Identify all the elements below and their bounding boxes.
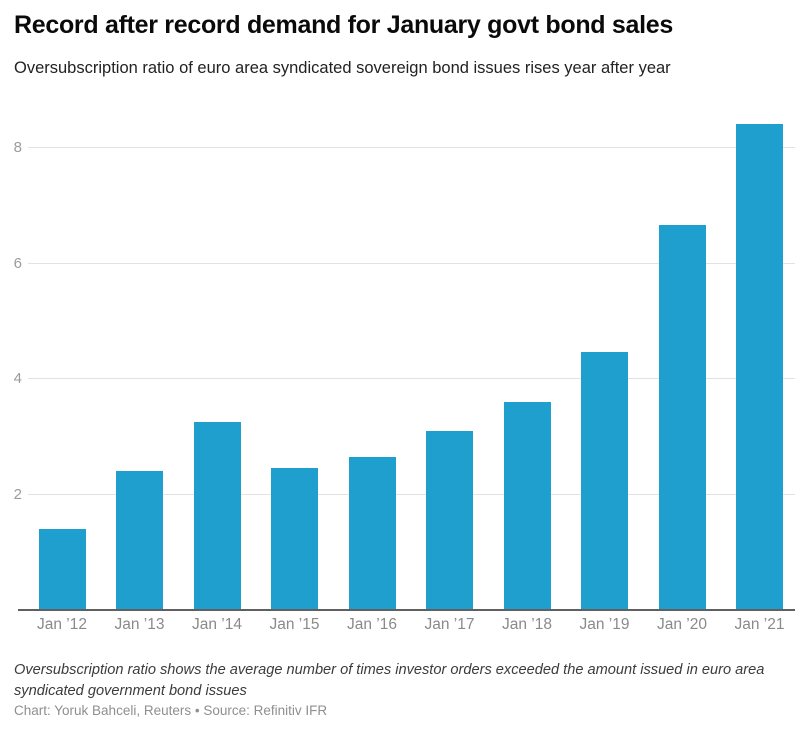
footnote: Oversubscription ratio shows the average… — [14, 662, 765, 699]
bar-jan-14 — [193, 421, 241, 610]
bar-jan-16 — [348, 456, 396, 610]
x-tick-label-jan-19: Jan ’19 — [579, 616, 630, 633]
bar-jan-18 — [503, 401, 551, 610]
y-tick-label-6: 6 — [13, 254, 22, 272]
gridline-2 — [28, 494, 795, 496]
y-tick-label-4: 4 — [13, 370, 22, 388]
bar-jan-17 — [426, 430, 473, 610]
x-tick-label-jan-18: Jan ’18 — [502, 616, 552, 633]
y-tick-label-2: 2 — [13, 486, 22, 504]
y-tick-label-8: 8 — [13, 138, 22, 156]
bar-jan-15 — [271, 468, 318, 610]
x-tick-label-jan-14: Jan ’14 — [192, 616, 242, 633]
x-tick-label-jan-21: Jan ’21 — [734, 616, 785, 633]
x-tick-label-jan-13: Jan ’13 — [114, 616, 165, 633]
chart-title: Record after record demand for January g… — [14, 11, 673, 39]
bar-jan-21 — [736, 123, 783, 610]
x-axis-line — [18, 609, 795, 611]
x-tick-label-jan-17: Jan ’17 — [424, 616, 475, 633]
x-tick-label-jan-16: Jan ’16 — [347, 616, 397, 633]
gridline-4 — [28, 378, 795, 380]
bar-jan-13 — [116, 471, 163, 610]
credit-line: Chart: Yoruk Bahceli, Reuters • Source: … — [14, 703, 328, 718]
gridline-6 — [28, 262, 795, 264]
chart-subtitle: Oversubscription ratio of euro area synd… — [14, 59, 671, 77]
bar-jan-20 — [658, 224, 706, 610]
x-tick-label-jan-15: Jan ’15 — [269, 616, 320, 633]
gridline-8 — [28, 146, 795, 148]
x-tick-label-jan-20: Jan ’20 — [657, 616, 707, 633]
bar-jan-12 — [38, 528, 86, 610]
bar-jan-19 — [581, 352, 628, 610]
x-tick-label-jan-12: Jan ’12 — [37, 616, 87, 633]
